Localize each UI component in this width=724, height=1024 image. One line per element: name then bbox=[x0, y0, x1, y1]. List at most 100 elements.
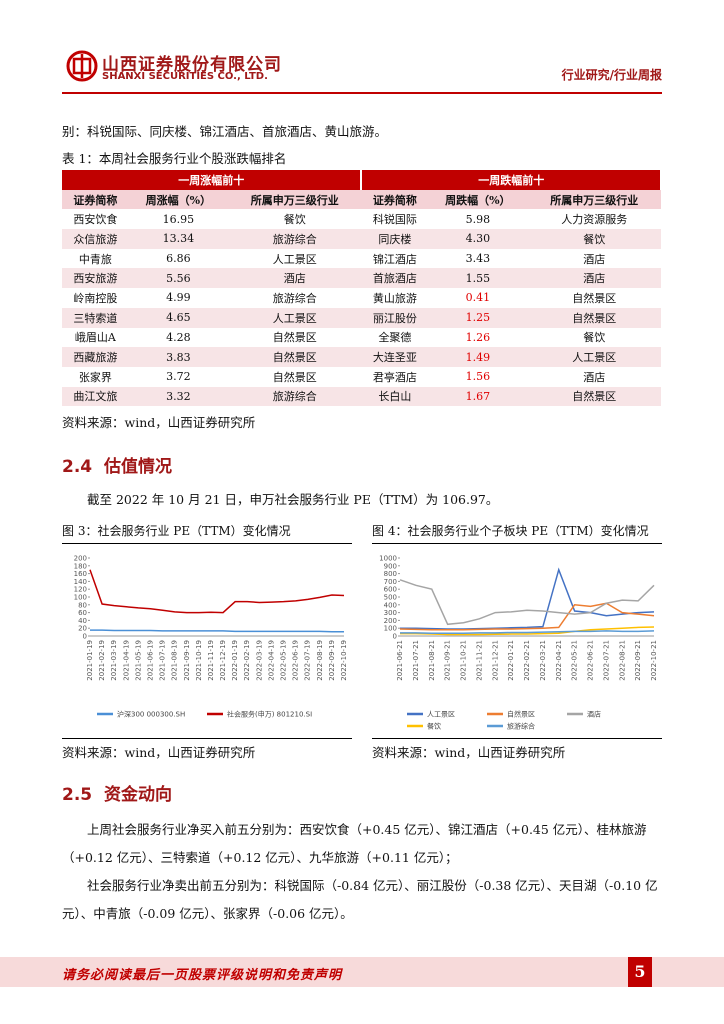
x-tick-label: 2022-07-19 bbox=[304, 640, 312, 681]
table-cell: 长白山 bbox=[361, 386, 429, 407]
x-tick-label: 2021-03-19 bbox=[110, 640, 118, 681]
paragraph: 社会服务行业净卖出前五分别为：科锐国际（-0.84 亿元）、丽江股份（-0.38… bbox=[62, 878, 658, 921]
x-tick-label: 2021-12-19 bbox=[219, 640, 227, 681]
table-cell: 曲江文旅 bbox=[62, 386, 129, 407]
x-tick-label: 2021-11-19 bbox=[207, 640, 215, 681]
table-row: 西藏旅游 3.83 自然景区 大连圣亚 1.49 人工景区 bbox=[62, 347, 661, 367]
y-tick-label: 600 bbox=[384, 586, 397, 594]
table-cell: 锦江酒店 bbox=[372, 252, 417, 266]
table-cell: 丽江股份 bbox=[361, 307, 429, 328]
column-header: 所属申万三级行业 bbox=[228, 189, 362, 210]
header-rule bbox=[62, 92, 662, 94]
section-number: 2.5 bbox=[62, 785, 93, 805]
legend-label: 人工景区 bbox=[427, 711, 455, 719]
y-tick-label: 100 bbox=[74, 594, 87, 602]
table-cell: 5.56 bbox=[128, 268, 228, 289]
table-cell: 自然景区 bbox=[272, 331, 317, 345]
group-header: 一周跌幅前十 bbox=[361, 170, 662, 190]
table-cell: 13.34 bbox=[128, 229, 228, 249]
x-tick-label: 2021-10-21 bbox=[460, 640, 468, 681]
table-cell: 人工景区 bbox=[228, 307, 362, 328]
table-cell: 西藏旅游 bbox=[62, 347, 129, 367]
table-cell: 16.95 bbox=[162, 212, 195, 226]
column-header: 所属申万三级行业 bbox=[527, 189, 661, 210]
x-tick-label: 2022-10-21 bbox=[650, 640, 658, 681]
table-cell: 餐饮 bbox=[283, 213, 306, 227]
x-tick-label: 2022-10-19 bbox=[340, 640, 348, 681]
table-cell: 6.86 bbox=[166, 252, 191, 266]
x-tick-label: 2021-04-19 bbox=[122, 640, 130, 681]
table-cell: 1.26 bbox=[465, 330, 491, 344]
series-line bbox=[400, 567, 655, 630]
table-cell: 酒店 bbox=[583, 370, 606, 384]
x-tick-label: 2021-05-19 bbox=[134, 640, 142, 681]
table-cell: 1.56 bbox=[465, 370, 491, 384]
table-row: 中青旅 6.86 人工景区 锦江酒店 3.43 酒店 bbox=[62, 249, 661, 269]
x-tick-label: 2022-02-21 bbox=[523, 640, 531, 681]
x-tick-label: 2022-09-21 bbox=[634, 640, 642, 681]
table-cell: 自然景区 bbox=[272, 370, 317, 384]
y-tick-label: 200 bbox=[384, 617, 397, 625]
table-cell: 中青旅 bbox=[78, 252, 112, 266]
table-cell: 西安饮食 bbox=[73, 213, 118, 227]
table-cell: 3.72 bbox=[166, 370, 191, 384]
table-cell: 人工景区 bbox=[527, 347, 661, 367]
y-tick-label: 700 bbox=[384, 578, 397, 586]
x-tick-label: 2022-08-19 bbox=[316, 640, 324, 681]
series-line bbox=[90, 629, 344, 633]
table-cell: 1.25 bbox=[428, 307, 528, 328]
legend-label: 沪深300 000300.SH bbox=[117, 710, 185, 719]
table-row: 岭南控股 4.99 旅游综合 黄山旅游 0.41 自然景区 bbox=[62, 288, 661, 308]
table-cell: 旅游综合 bbox=[272, 291, 317, 305]
series-line bbox=[399, 602, 655, 631]
y-tick-label: 1000 bbox=[379, 555, 397, 563]
table-cell: 酒店 bbox=[527, 268, 661, 289]
x-tick-label: 2021-08-21 bbox=[428, 640, 436, 681]
x-tick-label: 2022-05-19 bbox=[280, 640, 288, 681]
series-line bbox=[89, 569, 345, 614]
table-cell: 5.98 bbox=[465, 212, 491, 226]
paragraph: 截至 2022 年 10 月 21 日，申万社会服务行业 PE（TTM）为 10… bbox=[87, 492, 499, 507]
y-tick-label: 900 bbox=[384, 562, 397, 570]
table-row: 三特索道 4.65 人工景区 丽江股份 1.25 自然景区 bbox=[62, 307, 661, 328]
table-cell: 1.55 bbox=[428, 268, 528, 289]
table-cell: 4.28 bbox=[166, 330, 191, 344]
y-tick-label: 60 bbox=[78, 609, 87, 617]
table-cell: 张家界 bbox=[78, 370, 112, 384]
series-line bbox=[400, 626, 655, 636]
x-tick-label: 2022-08-21 bbox=[618, 640, 626, 681]
paragraph: 上周社会服务行业净买入前五分别为：西安饮食（+0.45 亿元）、锦江酒店（+0.… bbox=[62, 822, 647, 865]
section-heading: 2.5 资金动向 bbox=[62, 780, 172, 805]
y-tick-label: 200 bbox=[74, 555, 87, 563]
x-tick-label: 2021-08-19 bbox=[171, 640, 179, 681]
x-tick-label: 2022-02-19 bbox=[243, 640, 251, 681]
legend-label: 旅游综合 bbox=[507, 722, 535, 731]
y-tick-label: 100 bbox=[384, 625, 397, 633]
table-cell: 1.49 bbox=[428, 347, 528, 367]
x-tick-label: 2021-09-21 bbox=[444, 640, 452, 681]
table-cell: 1.67 bbox=[428, 386, 528, 407]
table-cell: 3.43 bbox=[465, 252, 491, 266]
table-row: 张家界 3.72 自然景区 君亭酒店 1.56 酒店 bbox=[62, 367, 661, 387]
y-tick-label: 0 bbox=[393, 633, 397, 641]
table-cell: 4.65 bbox=[128, 307, 228, 328]
x-tick-label: 2021-06-19 bbox=[146, 640, 154, 681]
table-cell: 三特索道 bbox=[62, 307, 129, 328]
y-tick-label: 140 bbox=[74, 578, 87, 586]
y-tick-label: 80 bbox=[78, 601, 87, 609]
y-tick-label: 400 bbox=[384, 601, 397, 609]
x-tick-label: 2022-04-19 bbox=[267, 640, 275, 681]
disclaimer: 请务必阅读最后一页股票评级说明和免责声明 bbox=[62, 968, 343, 983]
x-tick-label: 2022-06-21 bbox=[587, 640, 595, 681]
table-cell: 酒店 bbox=[583, 252, 606, 266]
x-tick-label: 2022-01-21 bbox=[507, 640, 515, 681]
table-cell: 峨眉山A bbox=[74, 331, 116, 345]
table-cell: 3.83 bbox=[128, 347, 228, 367]
table-cell: 黄山旅游 bbox=[372, 291, 417, 305]
table-cell: 众信旅游 bbox=[62, 229, 129, 249]
x-tick-label: 2021-11-21 bbox=[475, 640, 483, 681]
table-cell: 全聚德 bbox=[378, 331, 412, 345]
table-cell: 人工景区 bbox=[272, 252, 317, 266]
